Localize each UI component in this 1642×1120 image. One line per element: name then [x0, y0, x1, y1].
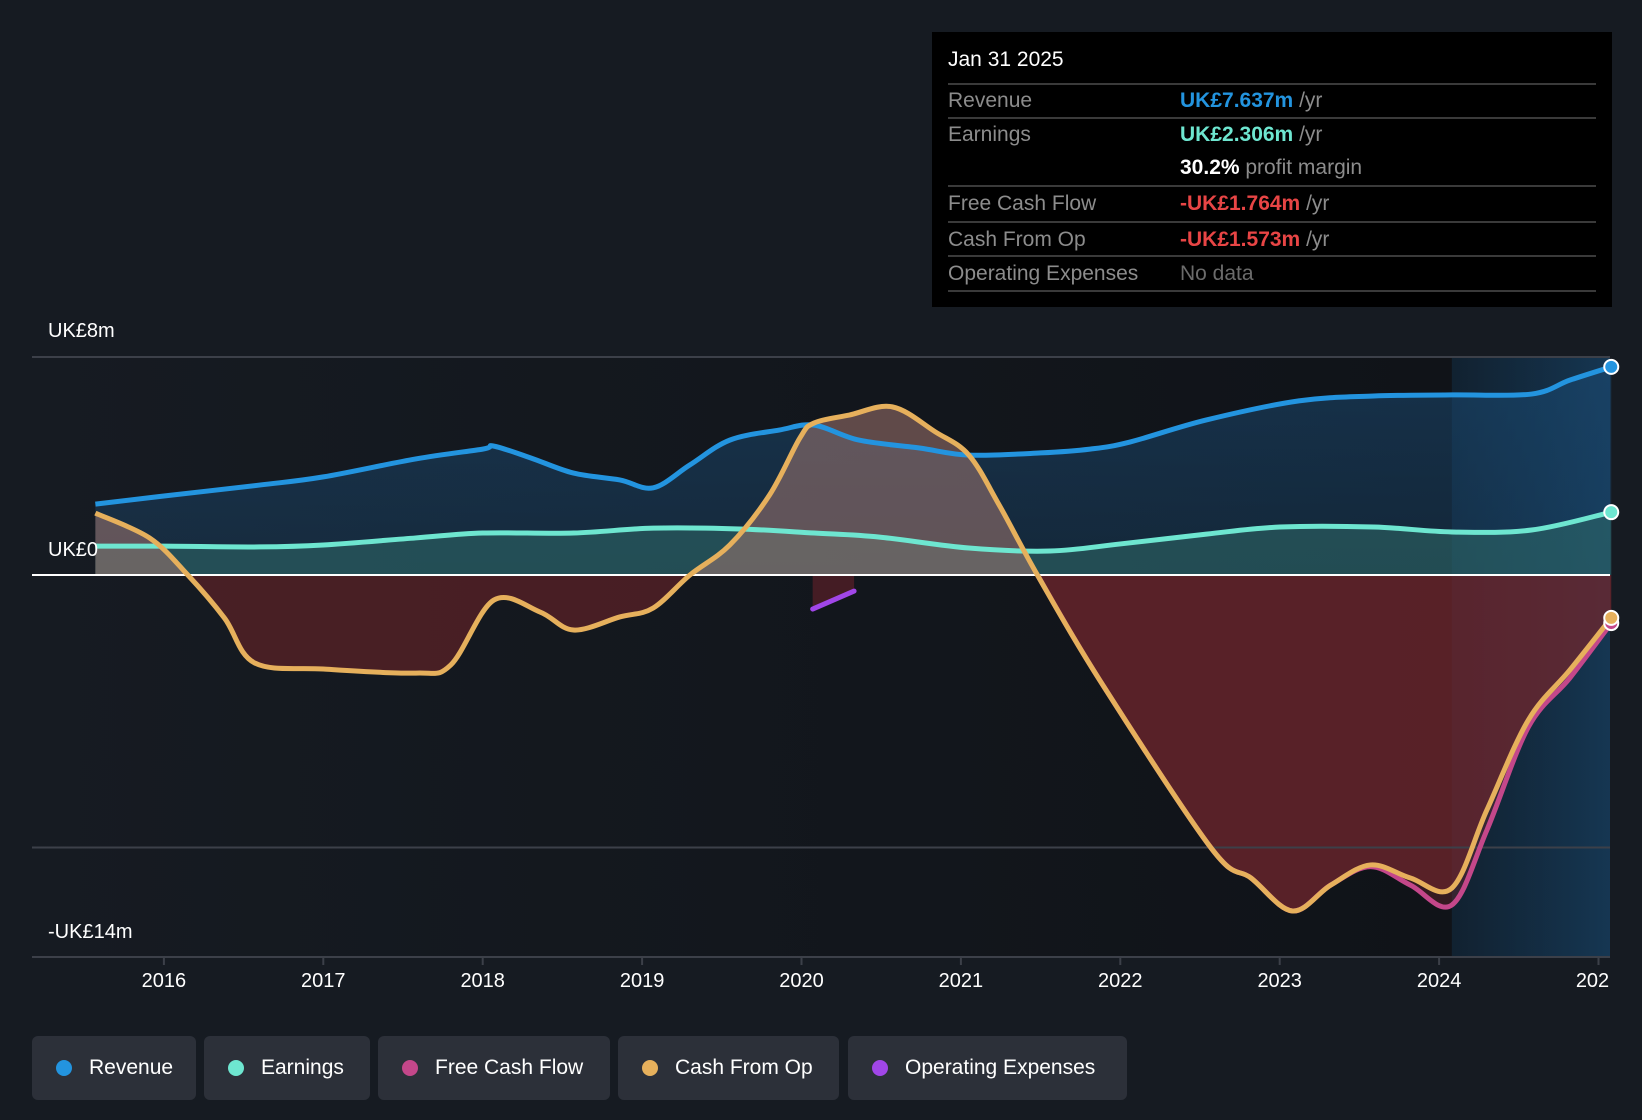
earnings-dot-icon — [228, 1060, 244, 1076]
x-tick-label: 2020 — [779, 970, 824, 992]
legend-label: Free Cash Flow — [435, 1056, 584, 1079]
revenue-end-dot — [1603, 358, 1620, 375]
tooltip-value: No data — [1180, 262, 1254, 285]
y-label-zero: UK£0 — [48, 539, 99, 561]
x-tick-label: 2021 — [938, 970, 984, 992]
revenue-dot-icon — [56, 1060, 72, 1076]
legend-free-cash-flow[interactable]: Free Cash Flow — [378, 1036, 610, 1100]
cash-from-op-line — [94, 403, 1614, 914]
y-label-top: UK£8m — [48, 320, 115, 342]
tooltip-value: -UK£1.764m /yr — [1180, 192, 1330, 215]
x-tick-label: 2019 — [619, 970, 665, 992]
x-tick-label: 2017 — [301, 970, 346, 992]
tooltip-label: Free Cash Flow — [948, 192, 1097, 215]
y-label-bottom: -UK£14m — [48, 921, 133, 943]
tooltip-label: Earnings — [948, 123, 1031, 146]
legend-earnings[interactable]: Earnings — [204, 1036, 370, 1100]
tooltip-row-earnings: Earnings UK£2.306m /yr 30.2% profit marg… — [948, 117, 1596, 187]
tooltip-date: Jan 31 2025 — [948, 48, 1064, 71]
free-cash-flow-dot-icon — [402, 1060, 418, 1076]
cash-from-op-positive-area — [95, 406, 1612, 575]
cash-from-op-end-dot — [1603, 609, 1620, 626]
legend-label: Revenue — [89, 1056, 174, 1079]
x-tick-label: 2022 — [1098, 970, 1143, 992]
tooltip-row-fcf: Free Cash Flow -UK£1.764m /yr — [948, 185, 1596, 223]
tooltip-value: UK£7.637m /yr — [1180, 89, 1323, 112]
x-tick-label: 2023 — [1257, 970, 1302, 992]
free-cash-flow-2020-area — [812, 575, 855, 610]
tooltip-row-opex: Operating Expenses No data — [948, 255, 1596, 293]
free-cash-flow-area — [1037, 575, 1612, 912]
legend-revenue[interactable]: Revenue — [32, 1036, 196, 1100]
operating-expenses-line — [810, 588, 857, 612]
tooltip-label: Operating Expenses — [948, 262, 1139, 285]
legend-label: Cash From Op — [675, 1056, 813, 1079]
chart — [32, 356, 1620, 965]
tooltip-label: Revenue — [948, 89, 1033, 112]
legend-label: Earnings — [261, 1056, 344, 1079]
tooltip: Jan 31 2025 Revenue UK£7.637m /yr Earnin… — [932, 32, 1612, 307]
legend-cash-from-op[interactable]: Cash From Op — [618, 1036, 839, 1100]
earnings-end-dot — [1603, 504, 1620, 521]
cash-from-op-negative-area — [95, 575, 1612, 911]
x-tick-label: 202 — [1575, 970, 1610, 992]
tooltip-label: Cash From Op — [948, 228, 1086, 251]
x-tick-label: 2024 — [1416, 970, 1462, 992]
earnings-line — [95, 509, 1612, 554]
tooltip-row-revenue: Revenue UK£7.637m /yr — [948, 83, 1596, 119]
tooltip-divider — [948, 290, 1596, 292]
legend-operating-expenses[interactable]: Operating Expenses — [848, 1036, 1127, 1100]
revenue-line — [95, 364, 1613, 507]
x-tick-label: 2016 — [141, 970, 187, 992]
tooltip-value: -UK£1.573m /yr — [1180, 228, 1330, 251]
tooltip-profit-margin: 30.2% profit margin — [1180, 156, 1363, 179]
tooltip-value: UK£2.306m /yr — [1180, 123, 1323, 146]
operating-expenses-dot-icon — [872, 1060, 888, 1076]
x-tick-label: 2018 — [460, 970, 505, 992]
tooltip-row-cfo: Cash From Op -UK£1.573m /yr — [948, 221, 1596, 257]
legend-label: Operating Expenses — [905, 1056, 1096, 1079]
cash-from-op-dot-icon — [642, 1060, 658, 1076]
